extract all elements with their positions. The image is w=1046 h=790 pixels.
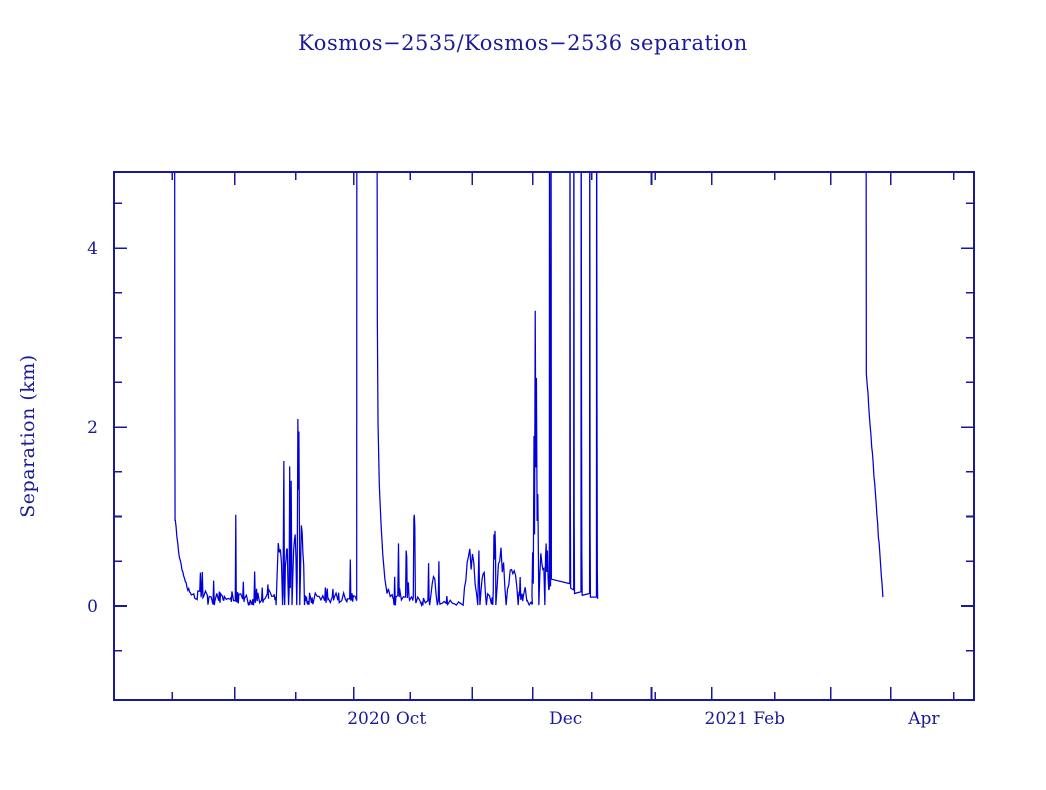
separation-data-line — [174, 173, 884, 608]
chart-title: Kosmos−2535/Kosmos−2536 separation — [298, 31, 748, 55]
y-axis-ticks — [114, 202, 974, 652]
y-tick-label: 0 — [87, 597, 98, 617]
x-tick-label: 2021 Feb — [705, 709, 786, 729]
y-tick-label: 2 — [87, 418, 98, 438]
y-tick-label: 4 — [87, 239, 98, 259]
x-tick-label: 2020 Oct — [347, 709, 426, 729]
plot-frame — [113, 171, 975, 701]
x-tick-label: Apr — [907, 709, 940, 729]
y-axis-label: Separation (km) — [17, 354, 39, 517]
x-tick-label: Dec — [549, 709, 582, 729]
y-axis-tick-labels: 0 2 4 — [87, 239, 98, 617]
x-axis-tick-labels: 2020 Oct Dec 2021 Feb Apr — [347, 709, 940, 729]
x-axis-ticks — [171, 172, 955, 700]
